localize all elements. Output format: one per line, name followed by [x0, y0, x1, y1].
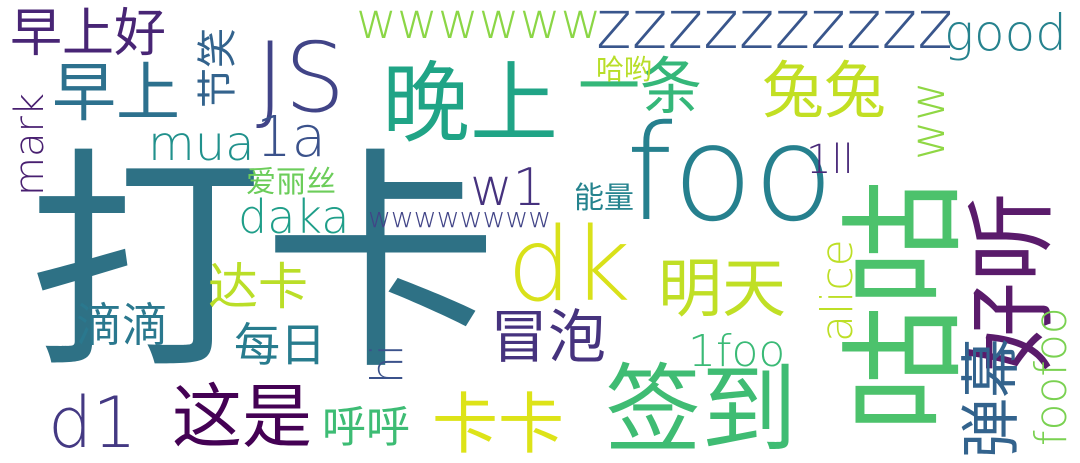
word-daka-en: daka: [238, 190, 350, 244]
word-zzz: zzzzzzzzzz: [596, 0, 953, 65]
word-1ll: 1ll: [806, 137, 854, 183]
word-mingtian: 明天: [658, 253, 786, 327]
word-d1: d1: [48, 382, 137, 463]
word-hayo: 哈哟: [596, 53, 653, 86]
word-maopao: 冒泡: [490, 303, 607, 371]
word-yitiao: 一条: [578, 50, 703, 123]
word-js: JS: [256, 22, 346, 134]
word-zaoshanghao: 早上好: [10, 4, 167, 64]
word-1a: 1a: [256, 105, 326, 170]
word-mark: mark: [7, 92, 53, 196]
word-good: good: [944, 4, 1067, 62]
word-zaoshang: 早上: [52, 57, 180, 131]
word-danmu: 弹幕: [957, 338, 1027, 458]
word-kaka: 卡卡: [432, 386, 564, 463]
word-huhu: 呼呼: [322, 402, 410, 453]
word-meiri: 每日: [234, 318, 326, 372]
word-jiexiao: 节笑: [195, 28, 241, 108]
word-alice: alice: [812, 239, 863, 342]
word-w1: w1: [470, 158, 546, 218]
word-tutu: 兔兔: [762, 54, 887, 127]
word-didi: 滴滴: [76, 298, 168, 352]
word-1foo: 1foo: [688, 326, 786, 377]
word-mua: mua: [148, 116, 255, 172]
word-qiandao: 签到: [605, 354, 797, 463]
word-wwwwwwww: wwwwwwww: [368, 201, 552, 234]
word-hi: hi: [362, 343, 413, 384]
word-dk: dk: [507, 206, 631, 325]
word-ww: ww: [900, 81, 956, 160]
word-wanshang: 晚上: [382, 52, 559, 155]
word-daka-zh: 打卡: [28, 129, 498, 402]
word-zheshi: 这是: [172, 376, 312, 458]
word-foofoo: foofoo: [1026, 307, 1077, 446]
word-nengliang: 能量: [574, 181, 634, 216]
word-wwwwww: wwwwww: [356, 0, 602, 50]
word-daka: 达卡: [208, 258, 308, 316]
word-foo: foo: [626, 97, 834, 251]
word-ailisi: 爱丽丝: [246, 165, 336, 200]
